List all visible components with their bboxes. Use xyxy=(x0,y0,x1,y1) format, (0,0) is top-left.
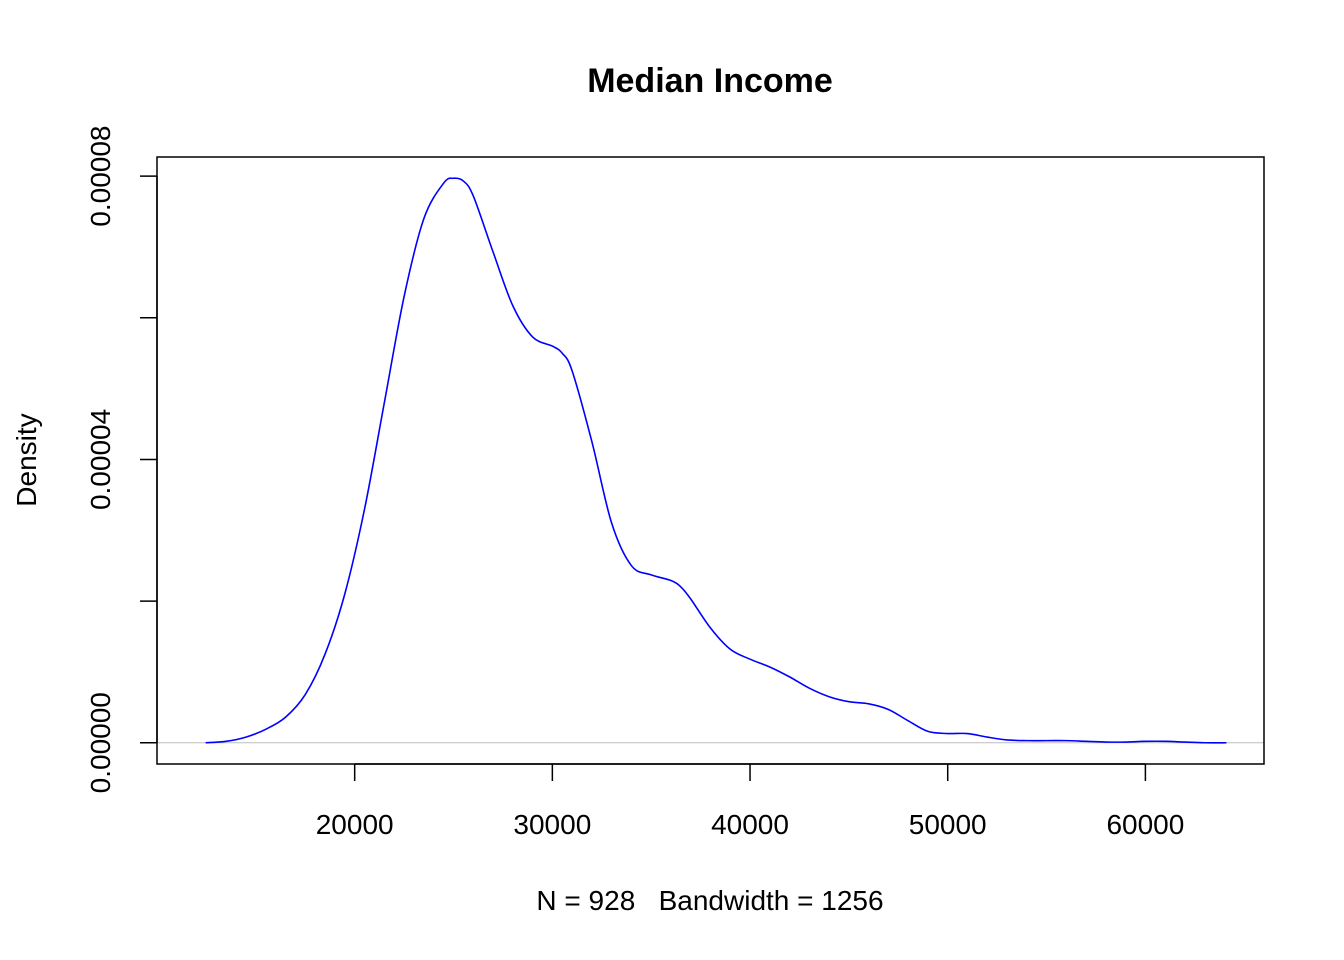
x-tick-label: 60000 xyxy=(1106,809,1184,840)
density-curve xyxy=(205,177,1227,744)
x-axis-label: N = 928 Bandwidth = 1256 xyxy=(536,885,883,916)
chart-title: Median Income xyxy=(587,62,833,100)
x-axis: 20000 30000 40000 50000 60000 xyxy=(316,763,1184,840)
x-tick-label: 30000 xyxy=(513,809,591,840)
y-axis: 0.00000 0.00004 0.00008 xyxy=(85,126,158,793)
y-tick-label: 0.00004 xyxy=(85,409,116,510)
x-tick-label: 40000 xyxy=(711,809,789,840)
y-tick-label: 0.00000 xyxy=(85,692,116,793)
x-tick-label: 50000 xyxy=(909,809,987,840)
plot-frame xyxy=(156,156,1265,765)
y-tick-label: 0.00008 xyxy=(85,126,116,227)
y-axis-label: Density xyxy=(11,413,42,506)
x-tick-label: 20000 xyxy=(316,809,394,840)
